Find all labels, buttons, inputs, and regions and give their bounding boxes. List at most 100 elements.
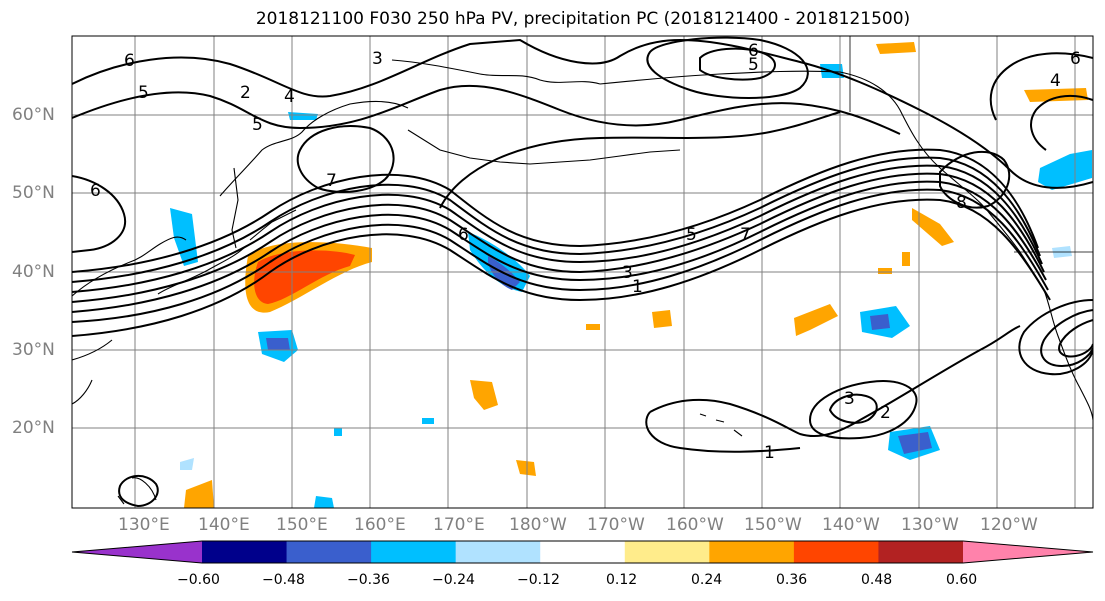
coast-siberia <box>391 59 601 85</box>
lat-label: 50°N <box>12 183 55 203</box>
colorbar-cell <box>286 541 372 563</box>
precip-positive-gulf-alaska <box>912 208 954 246</box>
precip-positive-pacific-3 <box>794 304 838 336</box>
coast-korea-china <box>72 236 187 297</box>
precip-positive-pacific-7 <box>586 324 600 330</box>
precip-strong-kamchatka-east <box>254 250 355 304</box>
precip-strong-pacific-west <box>266 338 290 350</box>
lon-label: 150°E <box>276 515 328 535</box>
lon-label: 180°W <box>509 515 567 535</box>
contour-label: 8 <box>956 193 967 213</box>
precip-positive-pacific-6 <box>878 268 892 274</box>
contour-cutoff-2 <box>1040 309 1093 368</box>
colorbar-tick-label: −0.12 <box>517 572 560 588</box>
contour-label: 1 <box>764 443 775 463</box>
contour-alaska-south <box>439 111 841 209</box>
precip-negative-south-2 <box>334 428 342 436</box>
precip-negative-southwest <box>180 458 194 470</box>
coast-china-south <box>72 339 113 405</box>
contour-label: 4 <box>1050 71 1061 91</box>
contour-east-2 <box>1030 94 1093 151</box>
coast-hawaii <box>699 413 743 437</box>
colorbar-tick-label: 0.60 <box>946 572 978 588</box>
contour-jet-6 <box>72 156 1041 283</box>
coast-kamchatka <box>219 100 409 197</box>
colorbar-extend-max <box>963 541 1093 563</box>
lon-label: 140°W <box>822 515 880 535</box>
colorbar-cell <box>878 541 964 563</box>
pv-contours <box>72 36 1093 508</box>
colorbar-extend-min <box>72 541 202 563</box>
lon-label: 160°W <box>666 515 724 535</box>
contour-north-mid <box>72 84 901 135</box>
contour-gulf-loop <box>939 151 1011 209</box>
colorbar-tick-label: 0.48 <box>861 572 893 588</box>
colorbar-tick-label: −0.24 <box>432 572 475 588</box>
coast-sakhalin <box>231 167 239 249</box>
map-panel: 6 5 3 2 4 5 7 6 6 5 4 6 5 7 3 1 8 6 3 2 … <box>71 35 1094 509</box>
contour-north-big <box>72 38 1093 189</box>
contour-cutoff-1 <box>1018 299 1093 376</box>
contour-low-2 <box>808 380 918 440</box>
contour-label: 1 <box>632 277 643 297</box>
contour-label: 7 <box>740 225 751 245</box>
contour-label: 5 <box>748 55 759 75</box>
colorbar-tick-label: −0.48 <box>262 572 305 588</box>
coast-japan <box>157 245 247 295</box>
contour-label: 5 <box>686 225 697 245</box>
lon-label: 160°E <box>354 515 406 535</box>
precip-negative-canada-coast <box>1038 150 1092 190</box>
contour-label: 6 <box>458 225 469 245</box>
map-frame <box>71 35 1094 509</box>
precip-strong-hawaii-east <box>898 432 932 454</box>
lat-label: 30°N <box>12 340 55 360</box>
precip-strong-east-pacific <box>870 314 890 330</box>
precip-negative-aleutian-west <box>288 112 318 120</box>
lat-label: 60°N <box>12 105 55 125</box>
contour-label: 2 <box>880 403 891 423</box>
contour-jet-5 <box>72 164 1043 293</box>
lat-label: 40°N <box>12 262 55 282</box>
contour-label: 5 <box>138 83 149 103</box>
precip-negative-south-1 <box>314 496 334 508</box>
colorbar <box>71 540 1094 564</box>
colorbar-cell <box>371 541 457 563</box>
precip-positive-canada <box>1024 88 1088 102</box>
lon-label: 140°E <box>198 515 250 535</box>
coast-kurils <box>249 209 297 241</box>
contour-label: 2 <box>240 83 251 103</box>
contour-label: 6 <box>90 181 101 201</box>
contour-label: 3 <box>844 389 855 409</box>
contour-cutoff-3 <box>1058 319 1093 358</box>
contour-label: 6 <box>1070 49 1081 69</box>
contour-tiny-loop <box>118 475 159 508</box>
contour-jet-1 <box>72 198 1051 337</box>
contour-labels: 6 5 3 2 4 5 7 6 6 5 4 6 5 7 3 1 8 6 3 2 … <box>90 41 1081 463</box>
lat-label: 20°N <box>12 418 55 438</box>
precip-negative-japan <box>170 208 198 266</box>
lon-label: 130°E <box>118 515 170 535</box>
coastlines <box>72 36 1093 505</box>
precip-positive-pacific-5 <box>184 480 214 508</box>
coast-alaska <box>599 70 991 215</box>
colorbar-tick-label: −0.36 <box>347 572 390 588</box>
contour-low-1 <box>649 325 1021 438</box>
colorbar-cell <box>709 541 795 563</box>
colorbar-tick-label: 0.24 <box>691 572 723 588</box>
lon-label: 150°W <box>744 515 802 535</box>
contour-center-loop <box>296 125 395 193</box>
precip-positive-pacific-2 <box>652 310 672 328</box>
contour-jet-7 <box>72 148 1039 273</box>
contour-low-1b <box>645 411 801 453</box>
contour-jet-2 <box>72 188 1049 323</box>
colorbar-tick-label: −0.60 <box>177 572 220 588</box>
contour-label: 3 <box>622 263 633 283</box>
colorbar-tick-label: 0.12 <box>606 572 638 588</box>
lon-label: 170°E <box>433 515 485 535</box>
colorbar-tick-label: 0.36 <box>776 572 808 588</box>
contour-east-1 <box>989 52 1093 121</box>
precip-positive-pacific-4 <box>516 460 536 476</box>
contour-north-pocket-inner <box>699 47 776 81</box>
colorbar-outline <box>71 540 1094 564</box>
lon-label: 170°W <box>587 515 645 535</box>
